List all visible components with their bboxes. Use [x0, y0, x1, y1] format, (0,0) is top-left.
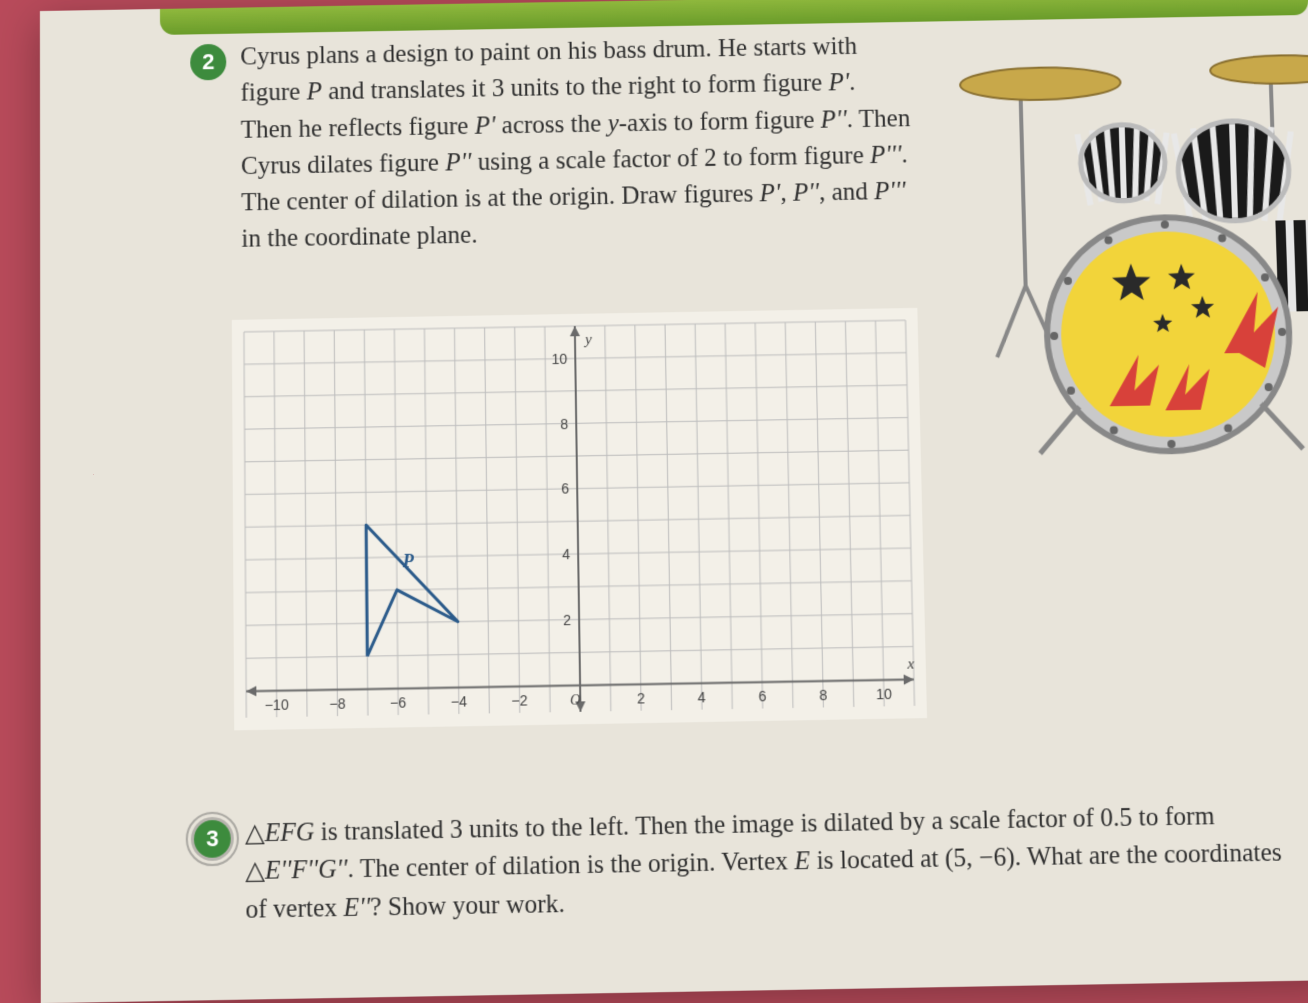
- svg-text:−4: −4: [451, 693, 468, 710]
- problem-number-badge: 2: [190, 44, 226, 81]
- problem-3-text: △EFG is translated 3 units to the left. …: [245, 797, 1300, 929]
- svg-text:4: 4: [698, 688, 706, 705]
- svg-text:−2: −2: [511, 691, 528, 708]
- textbook-page: 2 Cyrus plans a design to paint on his b…: [40, 0, 1308, 1003]
- svg-text:−8: −8: [329, 695, 346, 712]
- svg-text:6: 6: [758, 687, 766, 704]
- problem-3: 3 △EFG is translated 3 units to the left…: [194, 797, 1300, 930]
- svg-text:P: P: [402, 550, 415, 571]
- svg-text:y: y: [583, 332, 592, 348]
- chart-svg: −10 −8 −6 −4 −2 2 4 6 8 10 2 4 6 8 10 Ox y P: [232, 308, 927, 730]
- svg-text:2: 2: [563, 611, 571, 628]
- svg-text:−10: −10: [264, 696, 289, 713]
- svg-text:O: O: [570, 693, 581, 709]
- svg-text:−6: −6: [390, 694, 407, 711]
- svg-text:8: 8: [819, 686, 827, 703]
- problem-number-badge: 3: [194, 820, 231, 858]
- svg-text:x: x: [906, 657, 915, 674]
- svg-text:4: 4: [562, 546, 570, 563]
- svg-text:2: 2: [637, 689, 645, 706]
- svg-text:6: 6: [561, 481, 569, 498]
- problem-2-text: Cyrus plans a design to paint on his bas…: [240, 28, 916, 259]
- svg-text:10: 10: [876, 685, 892, 702]
- drumkit-illustration: [949, 19, 1308, 460]
- problem-2: 2 Cyrus plans a design to paint on his b…: [190, 28, 916, 259]
- svg-text:10: 10: [551, 350, 567, 367]
- coordinate-plane-chart: −10 −8 −6 −4 −2 2 4 6 8 10 2 4 6 8 10 Ox y P: [232, 308, 927, 730]
- svg-text:8: 8: [560, 415, 568, 431]
- drumkit-svg: [949, 19, 1308, 460]
